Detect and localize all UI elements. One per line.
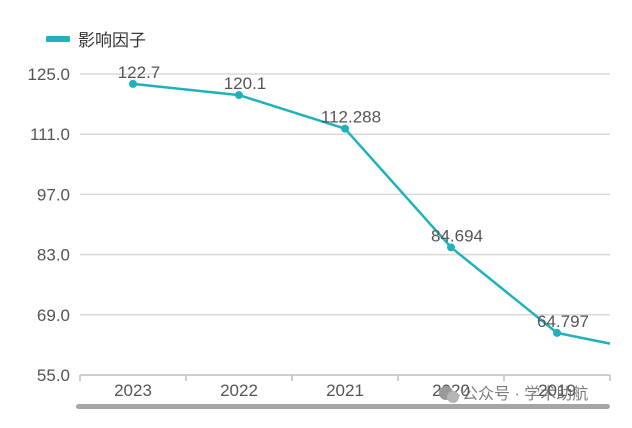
data-label: 120.1 bbox=[224, 74, 267, 93]
data-label: 64.797 bbox=[537, 312, 589, 331]
watermark-text: 公众号 · 学术助航 bbox=[462, 385, 588, 403]
y-axis: 125.0 111.0 97.0 83.0 69.0 55.0 bbox=[27, 65, 70, 385]
legend: 影响因子 bbox=[46, 31, 146, 50]
x-tick-label: 2021 bbox=[326, 381, 364, 400]
watermark: 公众号 · 学术助航 bbox=[439, 385, 588, 403]
data-point[interactable] bbox=[447, 243, 455, 252]
y-tick-label: 125.0 bbox=[27, 65, 70, 84]
data-label: 84.694 bbox=[431, 226, 483, 245]
data-point[interactable] bbox=[553, 328, 561, 337]
data-point[interactable] bbox=[129, 79, 137, 88]
legend-swatch bbox=[46, 36, 70, 42]
y-tick-label: 55.0 bbox=[37, 366, 70, 385]
y-tick-label: 69.0 bbox=[37, 306, 70, 325]
legend-label: 影响因子 bbox=[78, 31, 146, 50]
x-tick-label: 2022 bbox=[220, 381, 258, 400]
x-tick-label: 2023 bbox=[114, 381, 152, 400]
y-tick-label: 83.0 bbox=[37, 246, 70, 265]
data-point[interactable] bbox=[235, 91, 243, 100]
x-tick-label: 2019 bbox=[538, 381, 576, 400]
data-label: 112.288 bbox=[321, 108, 381, 127]
wechat-icon bbox=[439, 386, 459, 403]
data-labels: 122.7 120.1 112.288 84.694 64.797 bbox=[118, 63, 589, 331]
grid-lines bbox=[80, 73, 610, 376]
series-line bbox=[132, 82, 611, 345]
y-tick-label: 97.0 bbox=[37, 185, 70, 204]
scrollbar[interactable] bbox=[76, 404, 610, 409]
data-label: 122.7 bbox=[118, 63, 161, 82]
data-point[interactable] bbox=[341, 124, 349, 133]
y-tick-label: 111.0 bbox=[30, 125, 70, 144]
plot-area bbox=[129, 79, 611, 345]
